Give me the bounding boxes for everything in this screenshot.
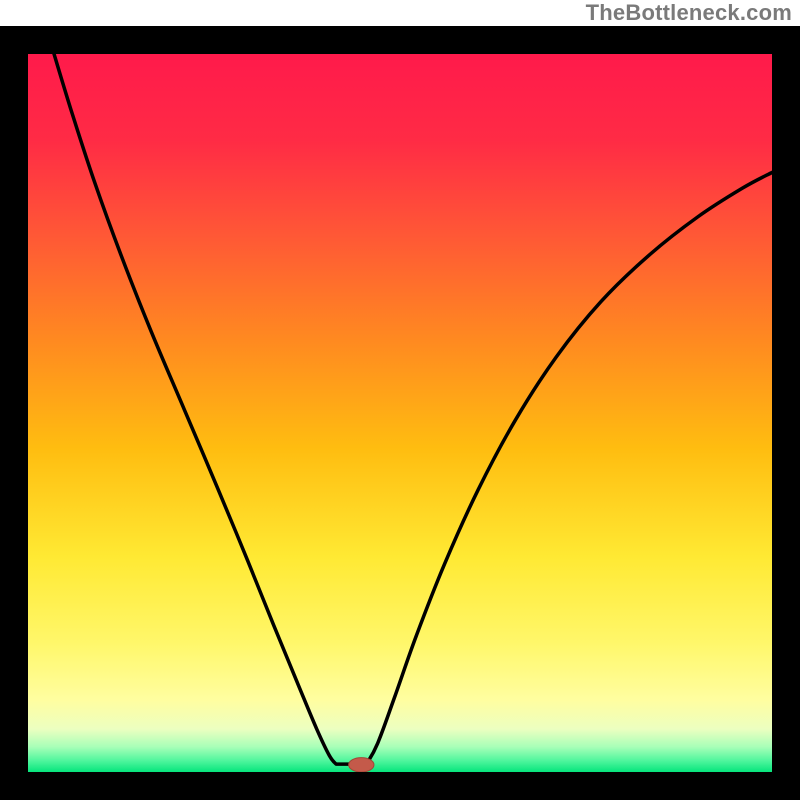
chart-container: TheBottleneck.com <box>0 0 800 800</box>
optimal-point-marker <box>349 758 374 772</box>
watermark-text: TheBottleneck.com <box>586 0 792 26</box>
gradient-background <box>28 54 772 772</box>
bottleneck-chart <box>0 0 800 800</box>
